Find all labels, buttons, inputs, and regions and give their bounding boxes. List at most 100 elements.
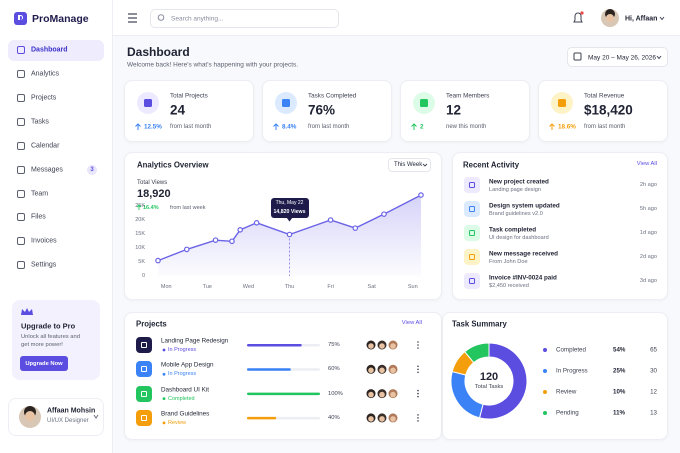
- nav-icon: [17, 94, 25, 102]
- stat-value: 24: [170, 102, 186, 118]
- stat-change-arrow: [135, 123, 141, 130]
- activity-subtitle: From John Doe: [489, 259, 528, 265]
- line-point: [352, 225, 359, 231]
- stat-change: 12.5%: [144, 123, 162, 131]
- x-tick-label: Tue: [202, 284, 212, 290]
- user-role: UI/UX Designer: [47, 418, 89, 424]
- activity-icon-bg: [464, 177, 480, 193]
- bell-icon: [573, 12, 583, 23]
- x-tick-label: Mon: [160, 284, 172, 290]
- member-avatar-face: [379, 416, 385, 422]
- upgrade-title: Upgrade to Pro: [21, 321, 76, 331]
- nav-item[interactable]: Dashboard: [31, 46, 68, 54]
- line-point: [381, 211, 387, 217]
- nav-item[interactable]: Calendar: [31, 142, 60, 150]
- stat-icon: [558, 99, 566, 107]
- nav-icon: [17, 190, 25, 198]
- date-picker[interactable]: [567, 47, 668, 67]
- nav-active-bg: [8, 40, 104, 61]
- project-status: In Progress: [168, 347, 197, 353]
- legend-label: Completed: [556, 346, 586, 354]
- user-avatar-face: [25, 411, 35, 421]
- nav-icon: [17, 213, 25, 221]
- upgrade-button-label[interactable]: Upgrade Now: [25, 360, 63, 367]
- nav-item[interactable]: Tasks: [31, 118, 49, 126]
- legend-count: 65: [650, 346, 657, 354]
- row-menu-dot: [417, 420, 419, 422]
- project-icon: [136, 385, 152, 402]
- y-tick-label: 0: [141, 273, 145, 279]
- line-point: [286, 231, 293, 238]
- row-menu-dot: [417, 395, 419, 398]
- activity-subtitle: $2,450 received: [489, 283, 529, 289]
- nav-item[interactable]: Settings: [31, 261, 57, 269]
- x-tick-label: Fri: [327, 284, 334, 290]
- metric-arrow: [136, 204, 142, 210]
- stat-change-arrow: [411, 123, 417, 130]
- x-tick-label: Sat: [367, 284, 376, 290]
- legend-dot: [543, 369, 547, 373]
- activity-icon: [469, 278, 475, 284]
- tooltip-pointer: [286, 217, 293, 222]
- stat-icon: [144, 99, 152, 107]
- line-point: [212, 237, 219, 243]
- stat-change: 8.4%: [282, 123, 297, 131]
- progress-bar: [247, 344, 302, 347]
- upgrade-button[interactable]: [20, 356, 68, 371]
- activity-icon-bg: [464, 201, 480, 217]
- legend-count: 12: [650, 388, 657, 396]
- project-status: Review: [168, 419, 187, 426]
- project-icon: [136, 361, 152, 378]
- activity-icon: [469, 182, 475, 188]
- stat-note: from last month: [170, 124, 212, 130]
- nav-item[interactable]: Team: [31, 190, 49, 198]
- stat-icon: [420, 99, 428, 107]
- greeting: Hi, Affaan: [625, 15, 658, 22]
- stat-label: Total Revenue: [584, 92, 625, 100]
- stat-change-arrow: [273, 123, 279, 130]
- row-menu-dot: [417, 365, 419, 368]
- card-title: Task Summary: [452, 319, 507, 329]
- nav-icon: [17, 46, 25, 54]
- metric-note: from last week: [170, 204, 206, 211]
- legend-label: Review: [556, 388, 577, 396]
- legend-dot: [543, 390, 547, 394]
- greeting-chevron: [659, 16, 665, 21]
- stat-note: from last month: [308, 124, 350, 130]
- period-select[interactable]: [388, 158, 431, 172]
- view-all-link[interactable]: View All: [401, 320, 422, 326]
- member-avatar-face: [368, 391, 374, 398]
- view-all-link[interactable]: View All: [636, 161, 657, 167]
- activity-subtitle: Landing page design: [489, 187, 541, 193]
- stat-icon: [282, 99, 290, 107]
- activity-icon: [469, 254, 475, 260]
- stat-value: 12: [446, 102, 462, 118]
- line-point: [418, 192, 424, 198]
- legend-percent: 54%: [613, 346, 626, 354]
- project-name: Mobile App Design: [161, 361, 214, 369]
- progress-label: 100%: [328, 390, 343, 397]
- notification-dot: [580, 11, 584, 15]
- member-avatar-face: [390, 343, 396, 349]
- search-box[interactable]: [150, 9, 339, 28]
- legend-count: 13: [650, 409, 657, 417]
- page-title: Dashboard: [127, 45, 190, 59]
- nav-item[interactable]: Analytics: [31, 70, 60, 78]
- tooltip-text: 14,820 Views: [273, 208, 306, 215]
- nav-item[interactable]: Projects: [31, 94, 57, 102]
- activity-time: 2h ago: [639, 182, 657, 188]
- nav-item[interactable]: Invoices: [31, 237, 57, 245]
- row-menu-dot: [417, 389, 419, 392]
- activity-title: Invoice #INV-0024 paid: [489, 274, 557, 282]
- nav-icon: [17, 142, 25, 150]
- date-range: May 20 – May 26, 2026: [588, 54, 656, 61]
- y-tick-label: 10K: [135, 245, 145, 251]
- nav-item[interactable]: Files: [31, 213, 46, 221]
- row-menu-dot: [417, 371, 419, 374]
- metric-value: 18,920: [137, 188, 171, 200]
- project-icon: [136, 409, 152, 426]
- x-tick-label: Thu: [284, 284, 295, 290]
- activity-subtitle: UI design for dashboard: [489, 235, 549, 241]
- nav-item[interactable]: Messages: [31, 166, 63, 174]
